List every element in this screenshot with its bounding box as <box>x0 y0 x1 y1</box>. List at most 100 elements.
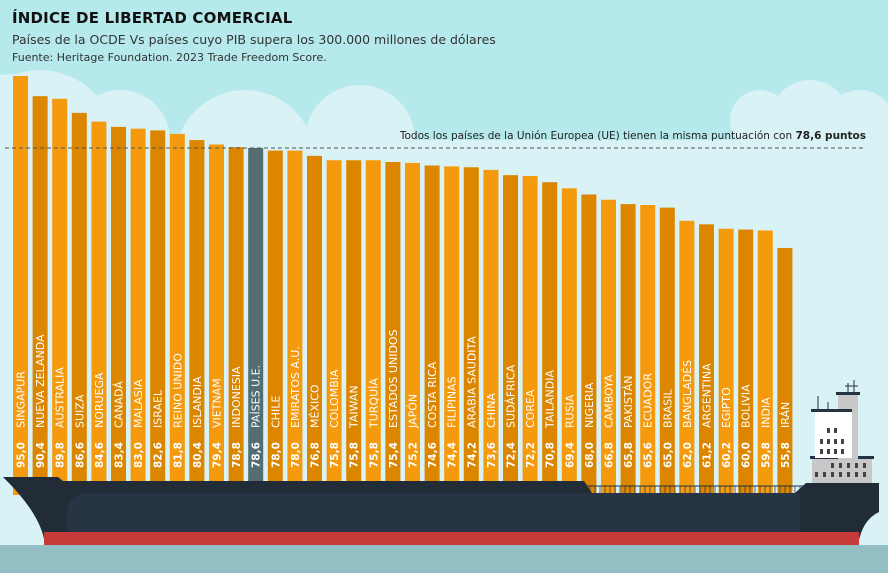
bar-value-label: 62,0 <box>682 442 694 468</box>
bar <box>463 167 479 496</box>
chart-source: Fuente: Heritage Foundation. 2023 Trade … <box>12 51 327 64</box>
bar-category-label: EMIRATOS A.U. <box>289 346 302 428</box>
bar <box>679 220 695 495</box>
bar <box>130 128 146 495</box>
bar <box>738 229 754 495</box>
bar-category-label: CAMBOYA <box>603 374 616 428</box>
bar-value-label: 84,6 <box>94 442 106 468</box>
bar-category-label: BOLIVIA <box>740 384 753 428</box>
bar-value-label: 74,6 <box>427 442 439 468</box>
bar-category-label: PAKISTÁN <box>622 375 635 428</box>
bar-category-label: INDIA <box>759 397 772 428</box>
bar-category-label: COLOMBIA <box>328 369 341 428</box>
bar-category-label: SUDÁFRICA <box>505 364 518 428</box>
bar-value-label: 61,2 <box>702 442 714 468</box>
bar <box>405 162 420 496</box>
bar-category-label: MALASIA <box>132 379 145 428</box>
bar-value-label: 72,2 <box>525 442 537 468</box>
ship <box>3 380 879 545</box>
bar-category-label: INDONESIA <box>230 366 243 428</box>
bar-category-label: COSTA RICA <box>426 361 439 428</box>
bar-value-label: 75,4 <box>388 442 400 468</box>
bar-category-label: JAPÓN <box>407 394 420 429</box>
bar-value-label: 95,0 <box>16 442 28 468</box>
bar-category-label: AUSTRALIA <box>54 367 67 428</box>
bar <box>620 204 636 496</box>
bar-category-label: SUIZA <box>73 394 86 428</box>
bar-category-label: TURQUÍA <box>367 378 380 429</box>
bar-category-label: BANGLADÉS <box>681 360 694 428</box>
bar <box>169 133 185 495</box>
bar <box>189 140 205 495</box>
bar-value-label: 55,8 <box>780 442 792 468</box>
bar-value-label: 86,6 <box>74 442 86 468</box>
bar-value-label: 60,0 <box>741 442 753 468</box>
bar-category-label: CHILE <box>269 396 282 428</box>
bar <box>13 76 28 495</box>
bar-category-label: FILIPINAS <box>446 376 459 428</box>
bar <box>561 188 577 495</box>
bar-category-label: ESTADOS UNIDOS <box>387 329 400 428</box>
eu-annotation: Todos los países de la Unión Europea (UE… <box>399 130 866 142</box>
bar-value-label: 83,4 <box>114 442 126 468</box>
chart-title: ÍNDICE DE LIBERTAD COMERCIAL <box>12 9 293 27</box>
bar-category-label: CHINA <box>485 393 498 428</box>
bar <box>346 160 362 495</box>
bar <box>444 166 460 495</box>
bars: SINGAPUR 95,0 NUEVA ZELANDA 90,4 AUSTRALIA 89… <box>13 76 793 496</box>
bar-category-label: MÉXICO <box>309 384 322 428</box>
bar-value-label: 74,4 <box>447 442 459 468</box>
bar <box>424 165 440 495</box>
bar-category-label: TAILANDIA <box>544 370 557 429</box>
bar-value-label: 78,0 <box>270 442 282 468</box>
bar-category-label: REINO UNIDO <box>171 353 184 428</box>
bar-value-label: 89,8 <box>55 442 67 468</box>
bar-value-label: 70,8 <box>545 442 557 468</box>
chart-subtitle: Países de la OCDE Vs países cuyo PIB sup… <box>12 32 496 47</box>
bar <box>228 147 244 495</box>
bar-value-label: 78,0 <box>290 442 302 468</box>
bar <box>52 98 68 495</box>
bar-category-label: PAÍSES U.E. <box>250 365 263 428</box>
bar <box>659 207 675 495</box>
bar-value-label: 75,8 <box>329 442 341 468</box>
bar <box>326 160 342 495</box>
bar-value-label: 75,8 <box>349 442 361 468</box>
bar <box>581 194 597 495</box>
bar-value-label: 81,8 <box>172 442 184 468</box>
bar <box>503 175 518 495</box>
bar-category-label: ARGENTINA <box>701 363 714 428</box>
bar <box>307 155 322 495</box>
bar-category-label: COREA <box>524 389 537 428</box>
bar <box>757 230 773 496</box>
bar-value-label: 80,4 <box>192 442 204 468</box>
bar-value-label: 72,4 <box>506 442 518 468</box>
bar <box>483 169 499 495</box>
bar <box>718 228 734 495</box>
bar <box>699 224 714 496</box>
bar <box>248 147 264 495</box>
bar <box>267 150 283 495</box>
bar <box>71 112 87 496</box>
bar <box>209 144 224 495</box>
bar-category-label: NORUEGA <box>93 372 106 428</box>
bar-category-label: TAIWAN <box>348 385 361 429</box>
bar-category-label: ECUADOR <box>642 373 655 428</box>
bar-category-label: ARABIA SAUDITA <box>465 336 478 428</box>
bar-value-label: 73,6 <box>486 442 498 468</box>
bar-value-label: 75,8 <box>368 442 380 468</box>
bar <box>640 205 656 495</box>
bar <box>150 130 166 495</box>
bar-category-label: RUSIA <box>563 394 576 428</box>
water <box>0 545 888 573</box>
bar-value-label: 75,2 <box>408 442 420 468</box>
bar <box>365 160 381 495</box>
bar-category-label: BRASIL <box>661 389 674 428</box>
bar-value-label: 66,8 <box>604 442 616 468</box>
bar <box>601 199 616 496</box>
bar-category-label: SINGAPUR <box>15 371 28 428</box>
bar-category-label: ISLANDIA <box>191 376 204 428</box>
bar-value-label: 65,0 <box>662 442 674 468</box>
bar <box>522 176 538 496</box>
